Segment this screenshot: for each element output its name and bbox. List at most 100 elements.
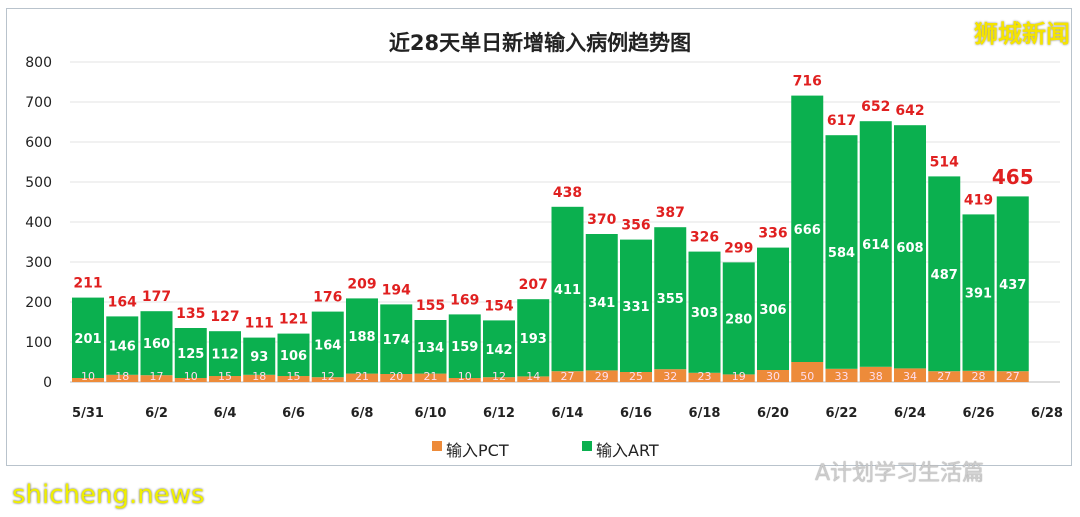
bar-pct (859, 366, 892, 382)
bar-art (380, 304, 413, 374)
x-tick-label: 6/20 (757, 406, 789, 421)
data-label-pct: 33 (835, 370, 849, 383)
data-label-total: 207 (519, 277, 548, 293)
watermark-top-right: 狮城新闻 (974, 20, 1070, 48)
data-label-art: 164 (314, 338, 341, 353)
data-label-art: 306 (759, 303, 786, 318)
x-tick-label: 6/4 (214, 406, 237, 421)
data-label-art: 608 (896, 241, 923, 256)
bar-art (346, 298, 378, 374)
data-label-art: 341 (588, 296, 615, 311)
data-label-art: 614 (862, 238, 889, 253)
data-label-art: 666 (794, 223, 821, 238)
y-tick-label: 300 (25, 255, 52, 271)
bar-pct (209, 376, 241, 382)
bar-pct (996, 371, 1029, 382)
y-tick-label: 200 (25, 295, 52, 311)
chart-frame (6, 8, 1072, 466)
x-tick-label: 6/24 (894, 406, 926, 421)
y-tick-label: 600 (25, 135, 52, 151)
data-label-pct: 12 (492, 370, 506, 383)
x-tick-label: 6/6 (282, 406, 305, 421)
legend-label: 输入PCT (446, 441, 509, 460)
bar-pct (106, 374, 139, 382)
bar-pct (962, 370, 995, 382)
data-label-art: 280 (725, 312, 752, 327)
watermark-wechat: A计划学习生活篇 (815, 461, 985, 486)
data-label-pct: 10 (81, 370, 95, 383)
x-tick-label: 6/12 (483, 406, 515, 421)
data-label-total: 111 (245, 316, 274, 332)
data-label-art: 146 (109, 340, 136, 355)
data-label-total: 209 (347, 276, 376, 292)
data-label-pct: 18 (252, 370, 266, 383)
x-tick-label: 6/22 (826, 406, 858, 421)
x-tick-label: 6/14 (552, 406, 584, 421)
y-tick-label: 700 (25, 95, 52, 111)
data-label-art: 112 (211, 348, 238, 363)
data-label-pct: 14 (526, 370, 540, 383)
data-label-art: 174 (383, 333, 410, 348)
bar-art (483, 320, 515, 378)
bar-art (962, 214, 995, 371)
data-label-pct: 27 (937, 370, 951, 383)
x-tick-label: 6/26 (963, 406, 995, 421)
data-label-total: 356 (621, 218, 650, 234)
watermark-bottom-left: shicheng.news (12, 480, 205, 510)
data-label-total: 387 (656, 205, 685, 221)
data-label-total: 121 (279, 312, 308, 328)
bar-pct (585, 370, 618, 382)
data-label-total: 716 (793, 74, 822, 90)
data-label-pct: 12 (321, 370, 335, 383)
bar-pct (654, 369, 687, 382)
data-label-total: 164 (108, 294, 137, 310)
data-label-total: 155 (416, 298, 445, 314)
data-label-pct: 32 (663, 370, 677, 383)
data-label-total: 127 (210, 309, 239, 325)
data-label-total: 135 (176, 306, 205, 322)
y-tick-label: 0 (43, 375, 52, 391)
bar-art (620, 239, 652, 372)
y-tick-label: 400 (25, 215, 52, 231)
data-label-art: 193 (520, 332, 547, 347)
bar-art (277, 333, 310, 376)
bar-pct (174, 378, 207, 382)
data-label-pct: 15 (287, 370, 301, 383)
data-label-pct: 21 (355, 370, 369, 383)
x-tick-label: 6/2 (145, 406, 168, 421)
data-label-pct: 17 (150, 370, 164, 383)
bar-pct (620, 372, 652, 382)
data-label-pct: 25 (629, 370, 643, 383)
bar-art (174, 328, 207, 378)
data-label-art: 303 (691, 306, 718, 321)
data-label-total: 419 (964, 192, 993, 208)
data-label-total: 642 (895, 103, 924, 119)
bar-pct (243, 374, 276, 382)
data-label-pct: 21 (424, 370, 438, 383)
bar-art (551, 206, 584, 372)
data-label-total: 326 (690, 230, 719, 246)
data-label-art: 201 (74, 332, 101, 347)
data-label-art: 355 (657, 292, 684, 307)
bar-art (209, 331, 241, 376)
data-label-total: 176 (313, 290, 342, 306)
bar-art (859, 121, 892, 367)
bar-art (928, 176, 961, 372)
bar-pct (722, 374, 755, 382)
bar-pct (277, 376, 310, 382)
data-label-total: 194 (382, 282, 411, 298)
data-label-pct: 50 (800, 370, 814, 383)
bar-art (414, 320, 447, 374)
data-label-total: 652 (861, 99, 890, 115)
data-label-art: 188 (348, 330, 375, 345)
bar-pct (894, 368, 926, 382)
bar-pct (72, 378, 104, 382)
bar-pct (757, 370, 789, 382)
bar-pct (517, 376, 550, 382)
data-label-art: 93 (250, 350, 268, 365)
bar-pct (483, 377, 515, 382)
bar-pct (551, 371, 584, 382)
bar-art (722, 262, 755, 375)
data-label-pct: 10 (184, 370, 198, 383)
bar-art (757, 247, 789, 370)
